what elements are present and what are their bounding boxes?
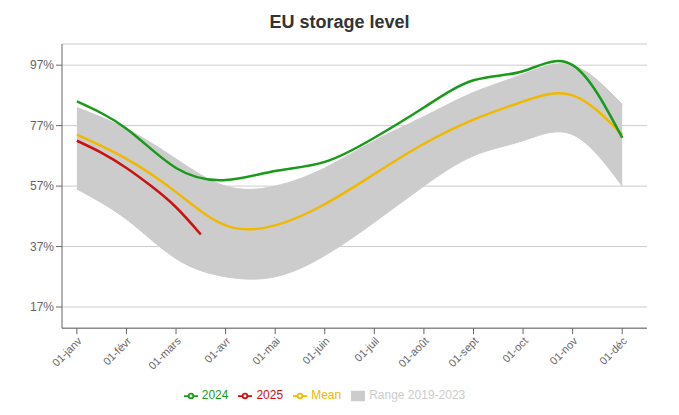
svg-text:01-août: 01-août — [396, 335, 431, 370]
svg-text:01-févr: 01-févr — [101, 334, 134, 367]
html-text:2024: 2024 — [201, 388, 229, 403]
svg-text:01-mars: 01-mars — [146, 334, 183, 371]
html-text:Mean: Mean — [311, 388, 342, 403]
svg-text:37%: 37% — [30, 240, 54, 254]
svg-text:01-janv: 01-janv — [50, 334, 84, 368]
svg-text:01-nov: 01-nov — [547, 334, 580, 367]
html-text:2025: 2025 — [256, 388, 284, 403]
svg-text:01-juil: 01-juil — [352, 335, 381, 364]
html-text:EU storage level: EU storage level — [269, 12, 410, 32]
html-text:Range 2019-2023: Range 2019-2023 — [369, 388, 466, 403]
svg-text:77%: 77% — [30, 119, 54, 133]
svg-text:57%: 57% — [30, 179, 54, 193]
svg-text:01-déc: 01-déc — [597, 334, 630, 367]
svg-text:01-sept: 01-sept — [446, 335, 480, 369]
svg-text:97%: 97% — [30, 58, 54, 72]
svg-text:01-oct: 01-oct — [500, 335, 530, 365]
svg-text:01-mai: 01-mai — [250, 335, 282, 367]
svg-text:17%: 17% — [30, 300, 54, 314]
svg-text:01-avr: 01-avr — [202, 334, 233, 365]
svg-text:01-juin: 01-juin — [300, 335, 332, 367]
